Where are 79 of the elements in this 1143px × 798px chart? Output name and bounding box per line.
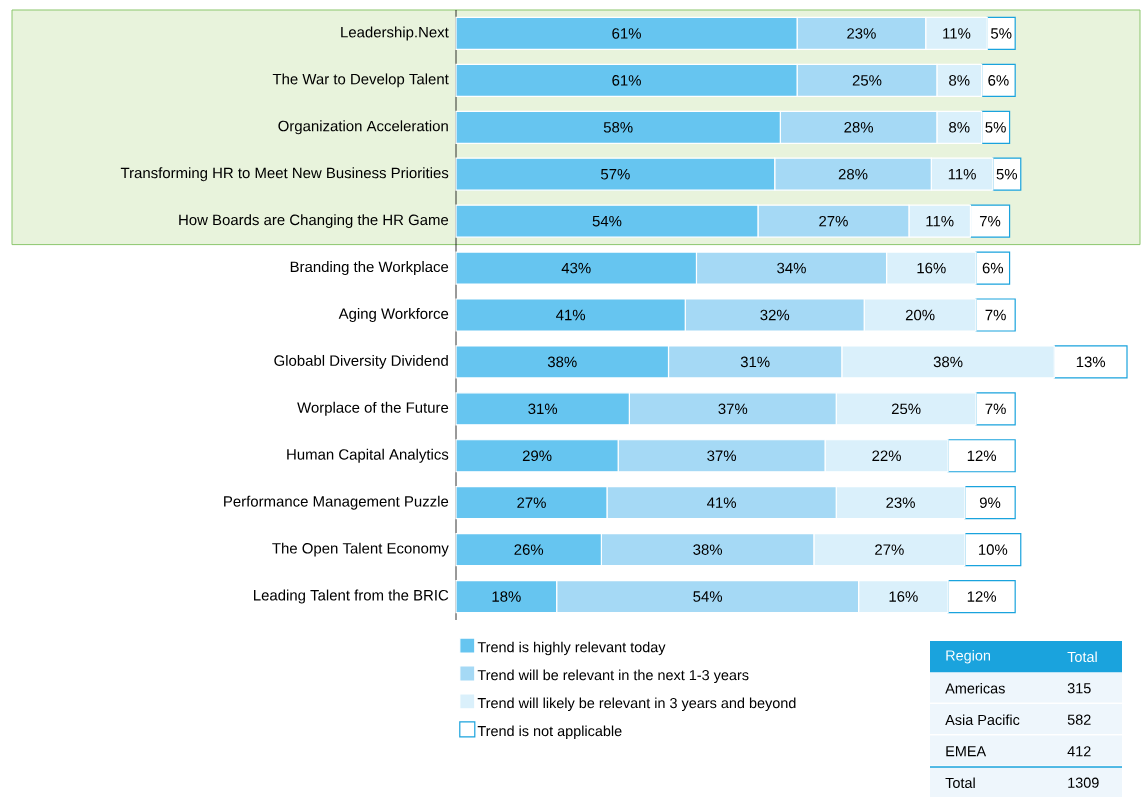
data-label: 38%: [547, 356, 577, 368]
legend-label: Trend is not applicable: [477, 725, 622, 739]
data-label: 13%: [1076, 356, 1106, 368]
data-label: 23%: [886, 497, 915, 508]
data-label: 38%: [693, 544, 723, 555]
data-label: 8%: [949, 122, 970, 133]
data-label: 29%: [522, 450, 552, 462]
text: 1309: [1068, 777, 1099, 788]
data-label: 61%: [612, 28, 641, 39]
data-label: 20%: [905, 309, 935, 321]
data-label: 37%: [707, 450, 737, 462]
data-label: 54%: [592, 215, 622, 227]
data-label: 16%: [889, 591, 918, 602]
data-label: 6%: [982, 262, 1004, 274]
data-label: 6%: [988, 75, 1009, 86]
data-label: 12%: [967, 450, 997, 462]
y-tick-label: Human Capital Analytics: [287, 448, 449, 463]
text: Total: [1067, 651, 1097, 663]
y-tick-label: Transforming HR to Meet New Business Priorities: [120, 167, 449, 182]
y-tick-label: Organization Acceleration: [278, 120, 448, 135]
data-label: 10%: [978, 544, 1008, 555]
data-label: 32%: [760, 309, 790, 321]
y-tick-label: Globabl Diversity Dividend: [274, 354, 448, 369]
data-label: 25%: [852, 75, 882, 86]
data-label: 12%: [967, 591, 997, 602]
y-tick-label: Worplace of the Future: [297, 401, 449, 416]
legend-label: Trend is highly relevant today: [477, 641, 666, 656]
data-label: 57%: [601, 168, 630, 180]
y-tick-label: Leading Talent from the BRIC: [254, 589, 449, 604]
text: Asia Pacific: [945, 714, 1020, 726]
text: Americas: [945, 682, 1005, 694]
data-label: 5%: [990, 28, 1012, 39]
y-tick-label: The War to Develop Talent: [272, 73, 449, 88]
data-label: 54%: [693, 591, 723, 602]
data-label: 11%: [948, 169, 976, 180]
legend-label: Trend will likely be relevant in 3 years and beyond: [477, 697, 796, 712]
data-label: 16%: [917, 262, 946, 274]
y-tick-label: The Open Talent Economy: [272, 542, 449, 557]
legend-label: Trend will be relevant in the next 1-3 years: [477, 669, 749, 684]
data-label: 5%: [985, 122, 1006, 133]
y-tick-label: Leadership.Next: [341, 26, 449, 41]
text: 582: [1067, 714, 1091, 725]
data-label: 7%: [985, 309, 1006, 321]
data-label: 23%: [847, 28, 876, 39]
data-label: 61%: [612, 75, 641, 86]
data-label: 18%: [492, 591, 521, 602]
data-label: 11%: [943, 28, 971, 39]
data-label: 5%: [996, 168, 1018, 180]
text: EMEA: [946, 746, 987, 757]
text: Total: [945, 777, 975, 789]
data-label: 28%: [844, 122, 874, 133]
data-label: 43%: [561, 262, 591, 274]
y-tick-label: Branding the Workplace: [290, 261, 449, 276]
data-label: 22%: [872, 450, 901, 462]
data-label: 41%: [556, 309, 586, 321]
y-tick-label: Performance Management Puzzle: [224, 495, 449, 510]
data-label: 58%: [603, 122, 633, 133]
data-label: 41%: [707, 497, 737, 508]
data-label: 11%: [926, 215, 954, 227]
data-label: 7%: [979, 215, 1001, 227]
data-label: 37%: [718, 403, 748, 415]
data-label: 28%: [838, 168, 868, 180]
data-label: 31%: [528, 403, 558, 415]
text: 315: [1067, 683, 1091, 694]
data-label: 8%: [949, 75, 970, 86]
data-label: 25%: [891, 403, 921, 415]
data-label: 27%: [819, 215, 848, 227]
data-label: 27%: [517, 497, 546, 508]
y-tick-label: How Boards are Changing the HR Game: [179, 214, 449, 229]
data-label: 31%: [740, 356, 770, 368]
text: 412: [1067, 746, 1091, 757]
data-label: 27%: [875, 544, 904, 555]
y-tick-label: Aging Workforce: [338, 308, 449, 322]
data-label: 34%: [777, 262, 806, 274]
data-label: 38%: [933, 356, 963, 368]
data-label: 9%: [979, 497, 1001, 508]
text: Region: [946, 650, 991, 664]
data-label: 7%: [985, 403, 1006, 415]
data-label: 26%: [514, 544, 544, 555]
